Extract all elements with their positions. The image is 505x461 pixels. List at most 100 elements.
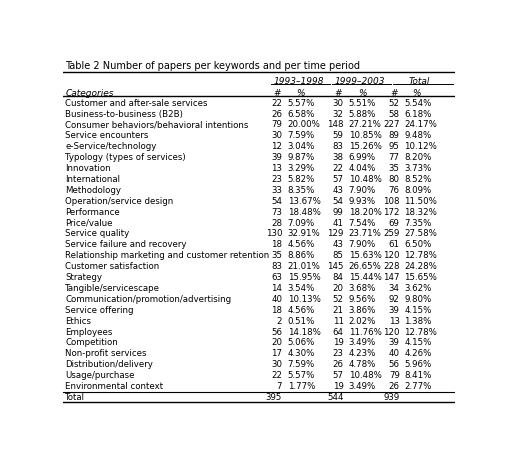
Text: 18.48%: 18.48% — [287, 207, 320, 217]
Text: Environmental context: Environmental context — [65, 382, 163, 391]
Text: 7.35%: 7.35% — [403, 219, 431, 228]
Text: Ethics: Ethics — [65, 317, 91, 325]
Text: 12: 12 — [271, 142, 281, 151]
Text: 147: 147 — [382, 273, 399, 282]
Text: 0.51%: 0.51% — [287, 317, 314, 325]
Text: 3.04%: 3.04% — [287, 142, 314, 151]
Text: 1.77%: 1.77% — [287, 382, 314, 391]
Text: 108: 108 — [382, 197, 399, 206]
Text: 15.65%: 15.65% — [403, 273, 436, 282]
Text: Service encounters: Service encounters — [65, 131, 148, 140]
Text: 18: 18 — [271, 240, 281, 249]
Text: 32.91%: 32.91% — [287, 230, 320, 238]
Text: 4.56%: 4.56% — [287, 306, 314, 315]
Text: 17: 17 — [271, 349, 281, 358]
Text: 11.50%: 11.50% — [403, 197, 436, 206]
Text: 5.96%: 5.96% — [403, 361, 431, 369]
Text: Total: Total — [65, 393, 85, 402]
Text: 6.18%: 6.18% — [403, 110, 431, 118]
Text: 227: 227 — [382, 120, 399, 130]
Text: 4.15%: 4.15% — [403, 338, 431, 348]
Text: 130: 130 — [265, 230, 281, 238]
Text: 43: 43 — [332, 240, 343, 249]
Text: 9.56%: 9.56% — [348, 295, 375, 304]
Text: 23: 23 — [271, 175, 281, 184]
Text: %: % — [357, 89, 366, 98]
Text: 89: 89 — [388, 131, 399, 140]
Text: 23: 23 — [332, 349, 343, 358]
Text: 26.65%: 26.65% — [348, 262, 381, 271]
Text: 64: 64 — [332, 328, 343, 337]
Text: 7.90%: 7.90% — [348, 240, 375, 249]
Text: 52: 52 — [388, 99, 399, 107]
Text: 7: 7 — [276, 382, 281, 391]
Text: Price/value: Price/value — [65, 219, 113, 228]
Text: 22: 22 — [271, 371, 281, 380]
Text: 15.26%: 15.26% — [348, 142, 381, 151]
Text: Total: Total — [408, 77, 429, 86]
Text: 58: 58 — [388, 110, 399, 118]
Text: 11.76%: 11.76% — [348, 328, 381, 337]
Text: 40: 40 — [271, 295, 281, 304]
Text: Table 2 Number of papers per keywords and per time period: Table 2 Number of papers per keywords an… — [65, 61, 360, 71]
Text: 3.68%: 3.68% — [348, 284, 375, 293]
Text: 41: 41 — [332, 219, 343, 228]
Text: 18.20%: 18.20% — [348, 207, 381, 217]
Text: 18: 18 — [271, 306, 281, 315]
Text: 10.12%: 10.12% — [403, 142, 436, 151]
Text: 9.48%: 9.48% — [403, 131, 431, 140]
Text: 14.18%: 14.18% — [287, 328, 320, 337]
Text: 19: 19 — [332, 338, 343, 348]
Text: 43: 43 — [332, 186, 343, 195]
Text: Service quality: Service quality — [65, 230, 129, 238]
Text: 27.21%: 27.21% — [348, 120, 381, 130]
Text: 13.67%: 13.67% — [287, 197, 320, 206]
Text: %: % — [296, 89, 305, 98]
Text: 13: 13 — [271, 164, 281, 173]
Text: Relationship marketing and customer retention: Relationship marketing and customer rete… — [65, 251, 269, 260]
Text: 9.87%: 9.87% — [287, 153, 314, 162]
Text: 5.88%: 5.88% — [348, 110, 375, 118]
Text: 3.29%: 3.29% — [287, 164, 314, 173]
Text: 8.09%: 8.09% — [403, 186, 431, 195]
Text: 20: 20 — [332, 284, 343, 293]
Text: 4.04%: 4.04% — [348, 164, 375, 173]
Text: 7.09%: 7.09% — [287, 219, 314, 228]
Text: 52: 52 — [332, 295, 343, 304]
Text: 5.57%: 5.57% — [287, 99, 314, 107]
Text: 63: 63 — [271, 273, 281, 282]
Text: Competition: Competition — [65, 338, 118, 348]
Text: 83: 83 — [271, 262, 281, 271]
Text: 56: 56 — [271, 328, 281, 337]
Text: 8.86%: 8.86% — [287, 251, 314, 260]
Text: 15.95%: 15.95% — [287, 273, 320, 282]
Text: 35: 35 — [388, 164, 399, 173]
Text: 33: 33 — [271, 186, 281, 195]
Text: 120: 120 — [382, 328, 399, 337]
Text: 10.48%: 10.48% — [348, 371, 381, 380]
Text: 24.28%: 24.28% — [403, 262, 436, 271]
Text: 4.30%: 4.30% — [287, 349, 314, 358]
Text: #: # — [273, 89, 280, 98]
Text: #: # — [333, 89, 341, 98]
Text: Business-to-business (B2B): Business-to-business (B2B) — [65, 110, 183, 118]
Text: 172: 172 — [382, 207, 399, 217]
Text: 26: 26 — [332, 361, 343, 369]
Text: 2.02%: 2.02% — [348, 317, 375, 325]
Text: 39: 39 — [388, 306, 399, 315]
Text: 32: 32 — [332, 110, 343, 118]
Text: 8.20%: 8.20% — [403, 153, 431, 162]
Text: Employees: Employees — [65, 328, 113, 337]
Text: 57: 57 — [332, 175, 343, 184]
Text: 59: 59 — [332, 131, 343, 140]
Text: Strategy: Strategy — [65, 273, 102, 282]
Text: 24.17%: 24.17% — [403, 120, 436, 130]
Text: 4.78%: 4.78% — [348, 361, 375, 369]
Text: 99: 99 — [332, 207, 343, 217]
Text: 35: 35 — [271, 251, 281, 260]
Text: 79: 79 — [271, 120, 281, 130]
Text: 26: 26 — [388, 382, 399, 391]
Text: 84: 84 — [332, 273, 343, 282]
Text: e-Service/technology: e-Service/technology — [65, 142, 156, 151]
Text: 4.26%: 4.26% — [403, 349, 431, 358]
